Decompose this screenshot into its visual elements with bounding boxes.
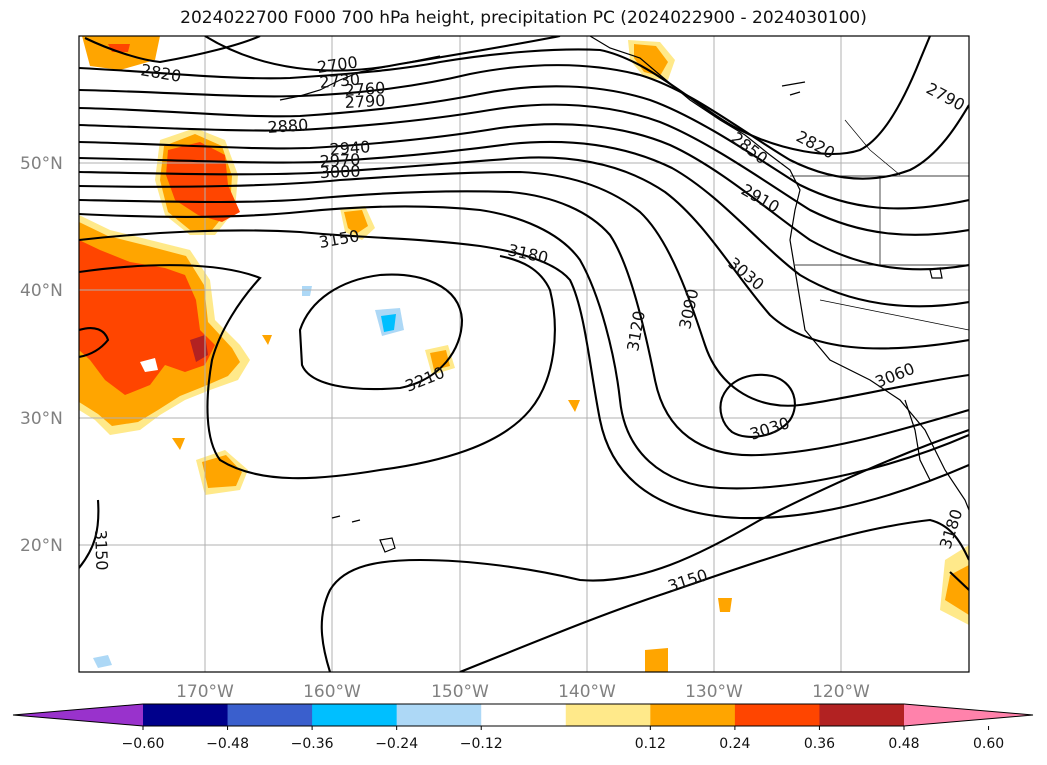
contour-label: 2760 [344,78,386,100]
lon-label: 140°W [558,682,616,702]
contour-label: 2790 [344,91,386,112]
colorbar-bin [565,704,651,726]
map-title: 2024022700 F000 700 hPa height, precipit… [180,8,867,28]
contour-label: 2970 [319,150,361,171]
colorbar-bin [227,704,313,726]
height-contours [79,36,969,672]
contour-label: 2880 [267,115,309,137]
map-frame [78,35,970,673]
lon-label: 130°W [685,682,743,702]
colorbar-extend-high [904,704,1033,726]
graticule [79,36,969,672]
contour-label: 2730 [319,70,361,92]
contour-label: 2940 [329,137,371,159]
lat-label: 30°N [20,409,63,429]
latitude-labels: 50°N 40°N 30°N 20°N [20,154,63,556]
colorbar-tick-label: 0.12 [635,736,666,752]
colorbar-bin [481,704,567,726]
colorbar-tick-label: −0.60 [122,736,165,752]
lon-label: 170°W [176,682,234,702]
colorbar-bin [734,704,820,726]
colorbar-bin [650,704,736,726]
contour-label: 3150 [91,529,111,570]
contour-label: 3000 [319,162,360,182]
lat-label: 50°N [20,154,63,174]
map-plot-area: 2820 2700 2730 2760 2790 2880 2940 2970 … [79,36,969,672]
lat-label: 40°N [20,281,63,301]
lon-label: 150°W [431,682,489,702]
longitude-labels: 170°W 160°W 150°W 140°W 130°W 120°W [176,682,870,702]
colorbar-tick-label: −0.12 [460,736,503,752]
colorbar-extend-low [13,704,143,726]
colorbar-bin [312,704,398,726]
colorbar-tick-label: 0.48 [888,736,919,752]
lon-label: 120°W [812,682,870,702]
colorbar-tick-label: 0.36 [804,736,835,752]
colorbar-bin [396,704,482,726]
colorbar-tick-label: 0.60 [973,736,1004,752]
colorbar-tick-label: −0.24 [375,736,418,752]
lat-label: 20°N [20,536,63,556]
colorbar-tick-label: −0.36 [291,736,334,752]
lon-label: 160°W [303,682,361,702]
colorbar-bin [819,704,905,726]
colorbar: −0.60 −0.48 −0.36 −0.24 −0.12 0.12 0.24 0.36 0.4… [12,703,1034,752]
precipitation-shading [79,36,969,672]
colorbar-tick-label: −0.48 [206,736,249,752]
colorbar-tick-label: 0.24 [719,736,750,752]
colorbar-bin [143,704,229,726]
